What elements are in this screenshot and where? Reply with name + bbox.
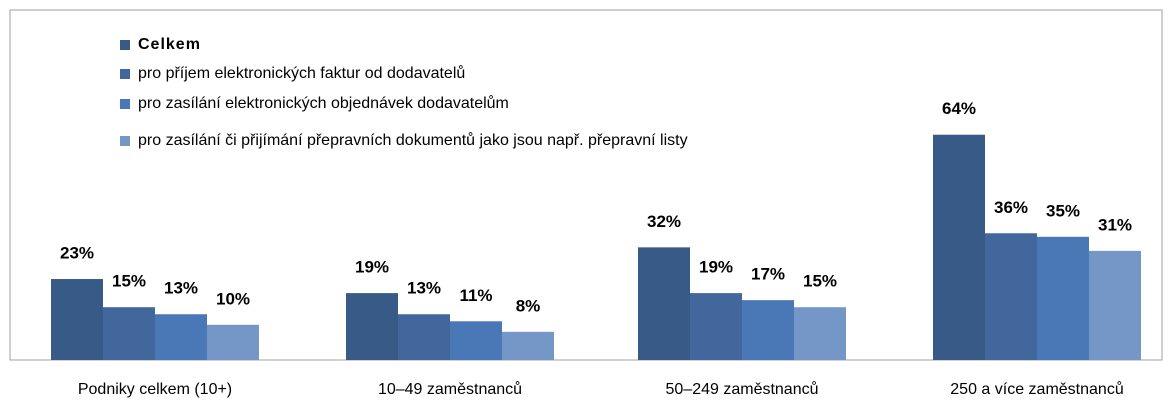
value-label: 17% (751, 265, 785, 284)
bar (502, 331, 554, 360)
legend-swatch (120, 136, 130, 146)
legend-label: pro zasílání či přijímání přepravních do… (138, 131, 688, 149)
value-label: 23% (60, 244, 94, 263)
value-label: 35% (1046, 201, 1080, 220)
bar (933, 134, 985, 360)
value-label: 31% (1098, 215, 1132, 234)
bar (346, 293, 398, 360)
x-tick-label: Podniky celkem (10+) (78, 381, 232, 398)
bar (794, 307, 846, 360)
value-label: 13% (164, 279, 198, 298)
value-label: 13% (407, 279, 441, 298)
bar (1089, 250, 1141, 360)
value-label: 8% (516, 296, 541, 315)
bar (1037, 236, 1089, 360)
legend-label: Celkem (138, 36, 201, 53)
legend-swatch (120, 40, 130, 50)
plot-frame (9, 9, 1163, 361)
value-label: 19% (699, 258, 733, 277)
bar (690, 293, 742, 360)
x-tick-label: 10–49 zaměstnanců (378, 380, 522, 398)
bar (103, 307, 155, 360)
legend-swatch (120, 99, 130, 109)
value-label: 15% (112, 272, 146, 291)
bar (638, 247, 690, 360)
value-label: 10% (216, 289, 250, 308)
value-label: 19% (355, 258, 389, 277)
value-label: 32% (647, 212, 681, 231)
x-tick-label: 250 a více zaměstnanců (950, 380, 1123, 398)
value-label: 36% (994, 198, 1028, 217)
value-label: 64% (942, 99, 976, 118)
bar (207, 324, 259, 360)
value-label: 11% (459, 286, 492, 305)
x-tick-label: 50–249 zaměstnanců (666, 380, 819, 398)
bar (51, 279, 103, 360)
value-label: 15% (803, 272, 837, 291)
bar (742, 300, 794, 360)
legend-label: pro příjem elektronických faktur od doda… (138, 64, 465, 82)
bar (450, 321, 502, 360)
legend-swatch (120, 69, 130, 79)
bar (985, 233, 1037, 360)
bar (398, 314, 450, 360)
bar (155, 314, 207, 360)
legend-label: pro zasílání elektronických objednávek d… (138, 94, 509, 112)
